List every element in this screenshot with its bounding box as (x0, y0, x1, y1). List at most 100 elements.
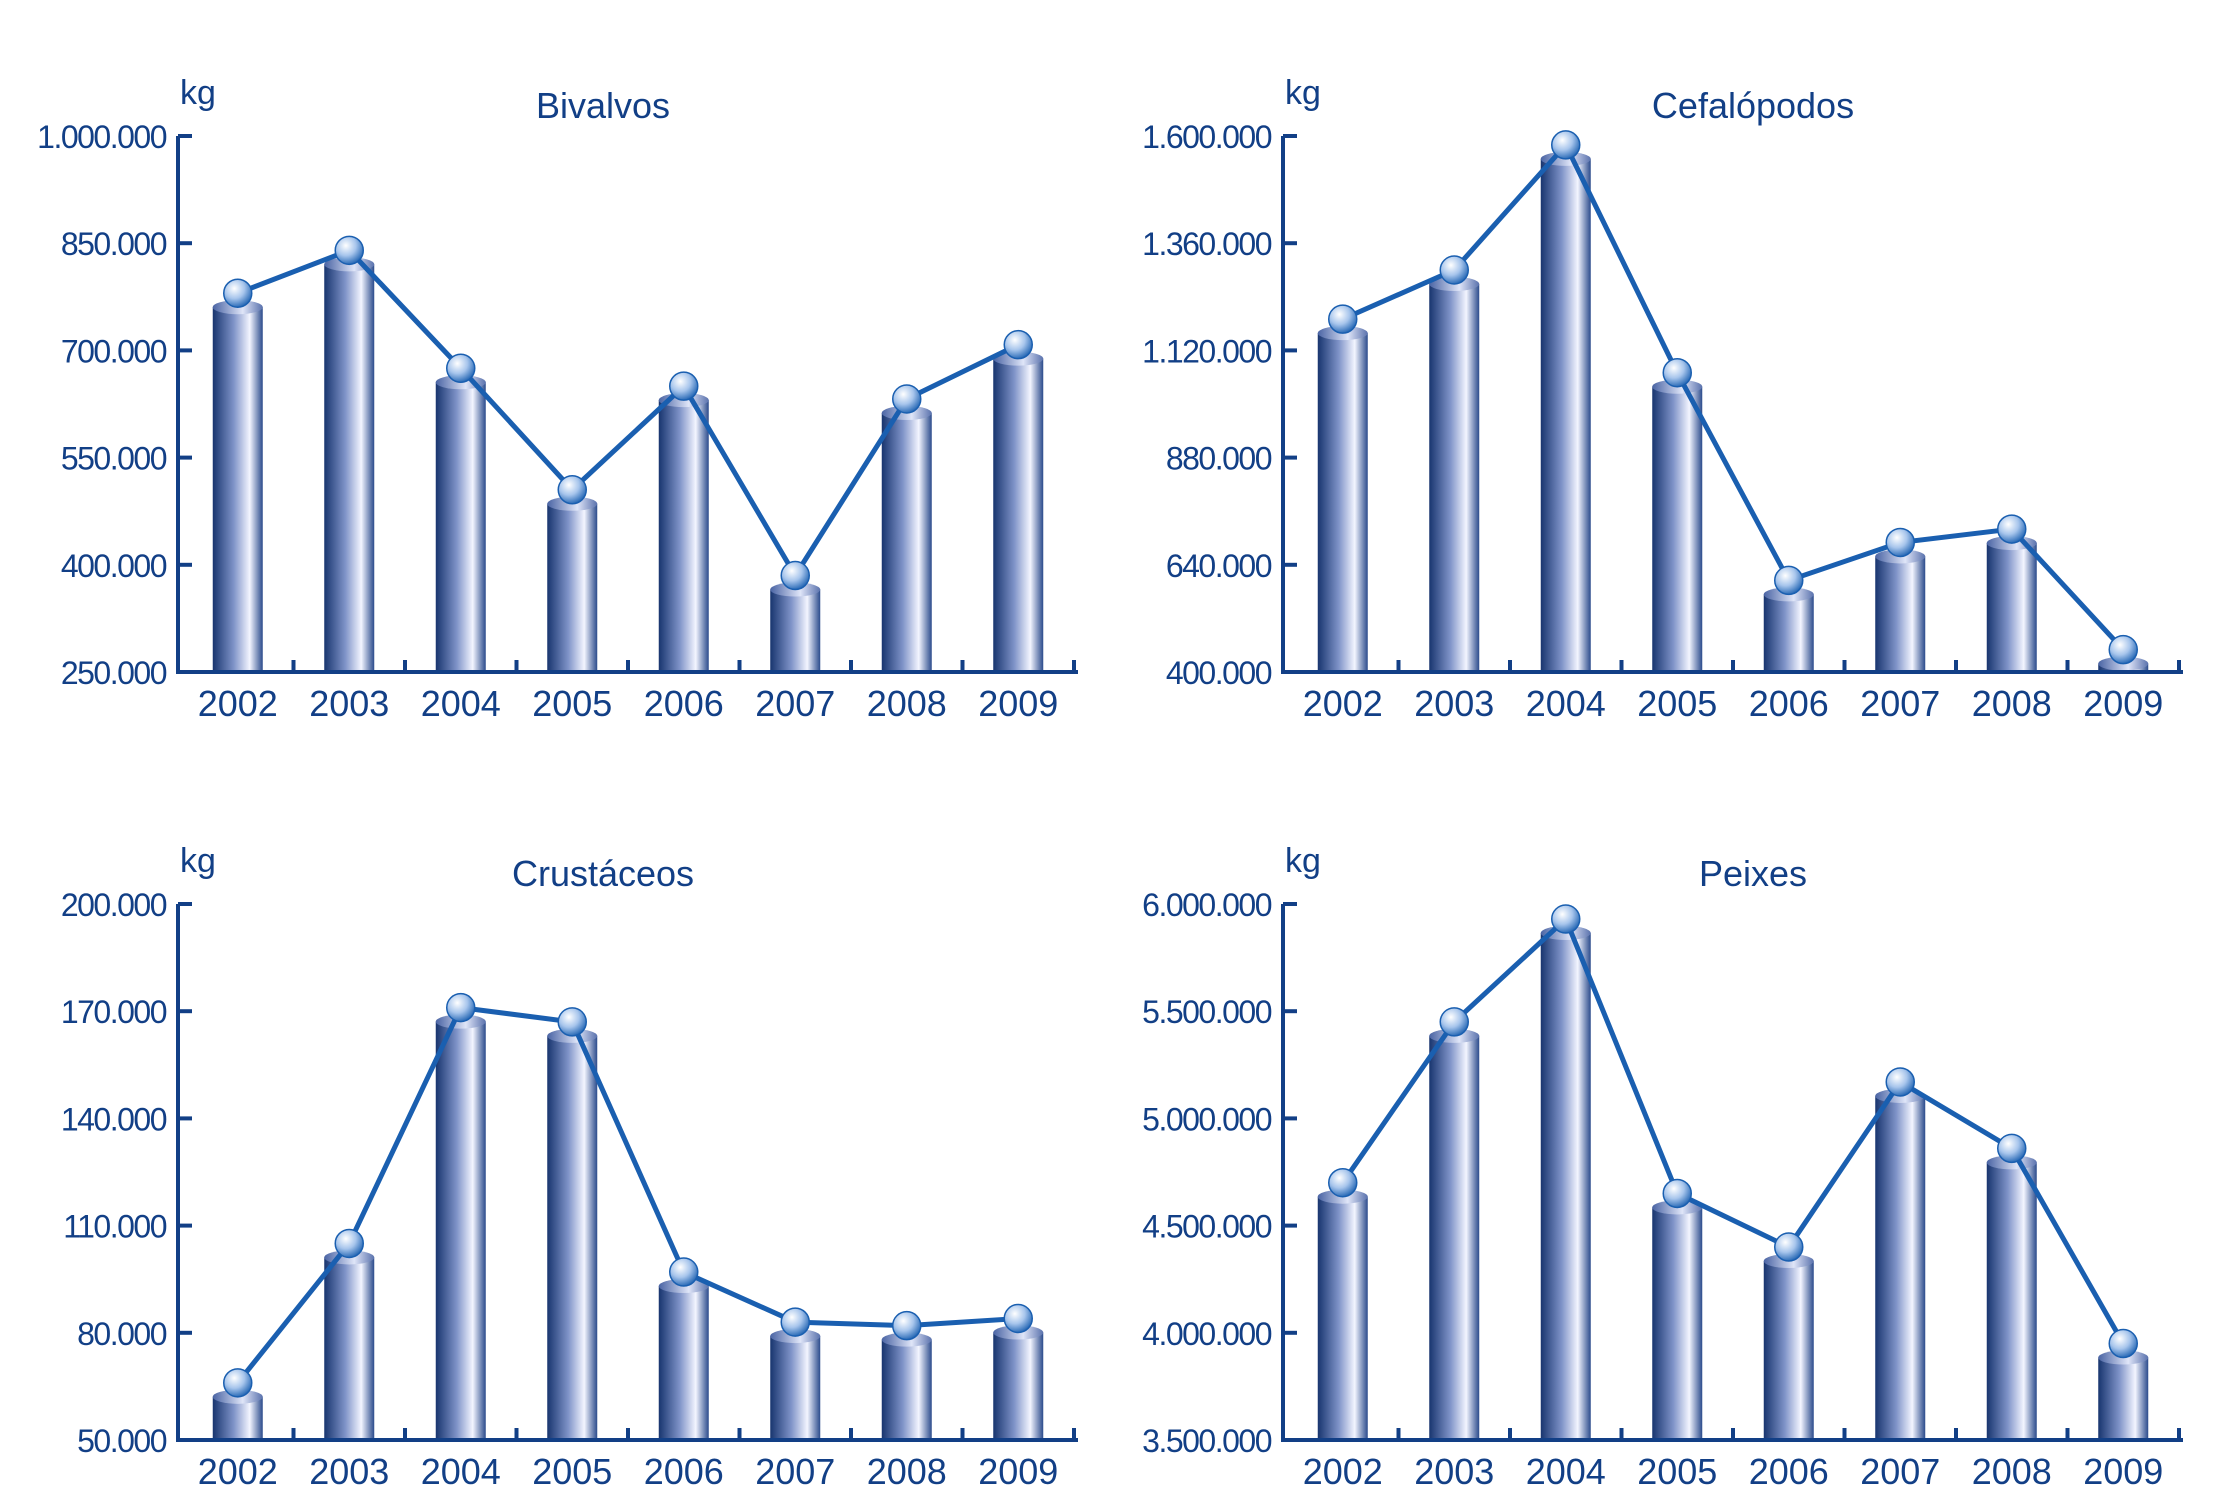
point-2009 (2108, 1328, 2138, 1359)
bar-2005 (547, 496, 598, 672)
x-tick-label: 2003 (1414, 683, 1494, 724)
bar-2004 (1540, 926, 1591, 1440)
point-2003 (334, 1228, 364, 1259)
bar-2008 (881, 1332, 932, 1440)
bar-2009 (2098, 1350, 2149, 1440)
point-2002 (223, 278, 253, 308)
y-tick-label: 1.120.000 (1142, 333, 1272, 369)
x-tick-label: 2009 (978, 683, 1058, 724)
bar-2005 (547, 1028, 598, 1440)
y-tick-label: 640.000 (1166, 548, 1272, 584)
x-tick-label: 2006 (644, 683, 724, 724)
y-tick-label: 3.500.000 (1142, 1423, 1272, 1459)
bar-2007 (770, 582, 821, 672)
y-unit-label: kg (1285, 842, 1321, 880)
trend-line (1341, 142, 2126, 652)
y-tick-label: 400.000 (61, 548, 167, 584)
point-2006 (1774, 565, 1804, 596)
point-2002 (1328, 304, 1358, 334)
bar-2006 (1763, 587, 1814, 672)
point-2005 (1662, 1178, 1692, 1209)
x-tick-label: 2007 (1860, 1451, 1940, 1492)
bar-2006 (658, 393, 709, 672)
y-tick-label: 400.000 (1166, 655, 1272, 691)
trend-line (235, 1005, 1019, 1385)
point-2007 (1885, 527, 1915, 558)
bar-2004 (435, 375, 486, 672)
chart-panel-peixes: kg Peixes 3.500.000 4.000.000 4.500.000 5.000… (1105, 768, 2215, 1498)
chart-bivalvos: kg Bivalvos 250.000 400.000 550.000 700.000 85… (37, 74, 1078, 724)
chart-peixes: kg Peixes 3.500.000 4.000.000 4.500.000 5.000… (1142, 842, 2183, 1492)
x-tick-label: 2009 (2083, 683, 2163, 724)
point-2003 (334, 235, 364, 266)
y-tick-label: 6.000.000 (1142, 887, 1272, 923)
bar-2003 (1429, 277, 1480, 672)
x-tick-label: 2008 (1972, 1451, 2052, 1492)
x-tick-label: 2003 (1414, 1451, 1494, 1492)
bar-2007 (1875, 549, 1926, 672)
y-tick-label: 700.000 (61, 333, 167, 369)
point-2006 (669, 371, 699, 401)
chart-crustaceos: kg Crustáceos 50.000 80.000 110.000 140.000 17… (61, 842, 1078, 1492)
chart-title: Bivalvos (536, 85, 670, 126)
bar-2009 (993, 351, 1044, 672)
point-2005 (1662, 357, 1692, 388)
y-tick-label: 170.000 (61, 994, 167, 1030)
x-tick-label: 2006 (1749, 683, 1829, 724)
bar-2002 (1317, 1189, 1368, 1440)
trend-line (1340, 916, 2126, 1345)
y-tick-label: 1.600.000 (1142, 119, 1272, 155)
bar-2003 (1429, 1028, 1480, 1440)
x-tick-label: 2005 (532, 683, 612, 724)
bar-2009 (993, 1325, 1044, 1440)
x-tick-label: 2002 (1303, 683, 1383, 724)
x-tick-label: 2006 (644, 1451, 724, 1492)
y-tick-label: 200.000 (61, 887, 167, 923)
y-unit-label: kg (180, 74, 216, 112)
point-2009 (1003, 1303, 1033, 1334)
bar-2005 (1652, 379, 1703, 672)
x-tick-label: 2006 (1749, 1451, 1829, 1492)
y-tick-label: 850.000 (61, 226, 167, 262)
chart-title: Peixes (1699, 853, 1807, 894)
bar-2002 (1317, 326, 1368, 672)
point-2007 (1885, 1067, 1915, 1097)
y-tick-label: 4.000.000 (1142, 1316, 1272, 1352)
point-2006 (1774, 1232, 1804, 1262)
x-tick-label: 2003 (309, 683, 389, 724)
point-2002 (223, 1368, 253, 1398)
point-2009 (1003, 329, 1033, 360)
bar-2002 (212, 300, 263, 672)
x-tick-label: 2009 (978, 1451, 1058, 1492)
trend-line (236, 247, 1020, 579)
x-tick-label: 2004 (1526, 1451, 1606, 1492)
x-tick-label: 2009 (2083, 1451, 2163, 1492)
chart-title: Cefalópodos (1652, 85, 1854, 126)
x-tick-label: 2002 (198, 1451, 278, 1492)
chart-panel-bivalvos: kg Bivalvos 250.000 400.000 550.000 700.000 85… (0, 0, 1110, 730)
point-2008 (1997, 514, 2027, 544)
point-2009 (2108, 634, 2138, 665)
point-2003 (1439, 255, 1469, 285)
bar-2008 (881, 405, 932, 672)
x-tick-label: 2005 (1637, 683, 1717, 724)
y-tick-label: 5.000.000 (1142, 1101, 1272, 1137)
y-tick-label: 5.500.000 (1142, 994, 1272, 1030)
chart-panel-cefalopodos: kg Cefalópodos 400.000 640.000 880.000 1.120.… (1105, 0, 2215, 730)
x-tick-label: 2005 (1637, 1451, 1717, 1492)
y-tick-label: 550.000 (61, 441, 167, 477)
bar-2003 (324, 257, 375, 672)
point-2003 (1439, 1007, 1469, 1037)
point-2007 (780, 1307, 810, 1337)
x-tick-label: 2007 (755, 683, 835, 724)
bar-2008 (1986, 536, 2037, 672)
point-2004 (1551, 904, 1581, 934)
y-tick-label: 50.000 (77, 1423, 167, 1459)
x-tick-label: 2007 (1860, 683, 1940, 724)
bar-2005 (1652, 1200, 1703, 1440)
point-2008 (892, 1310, 922, 1341)
x-tick-label: 2002 (198, 683, 278, 724)
point-2002 (1328, 1167, 1358, 1198)
y-unit-label: kg (180, 842, 216, 880)
